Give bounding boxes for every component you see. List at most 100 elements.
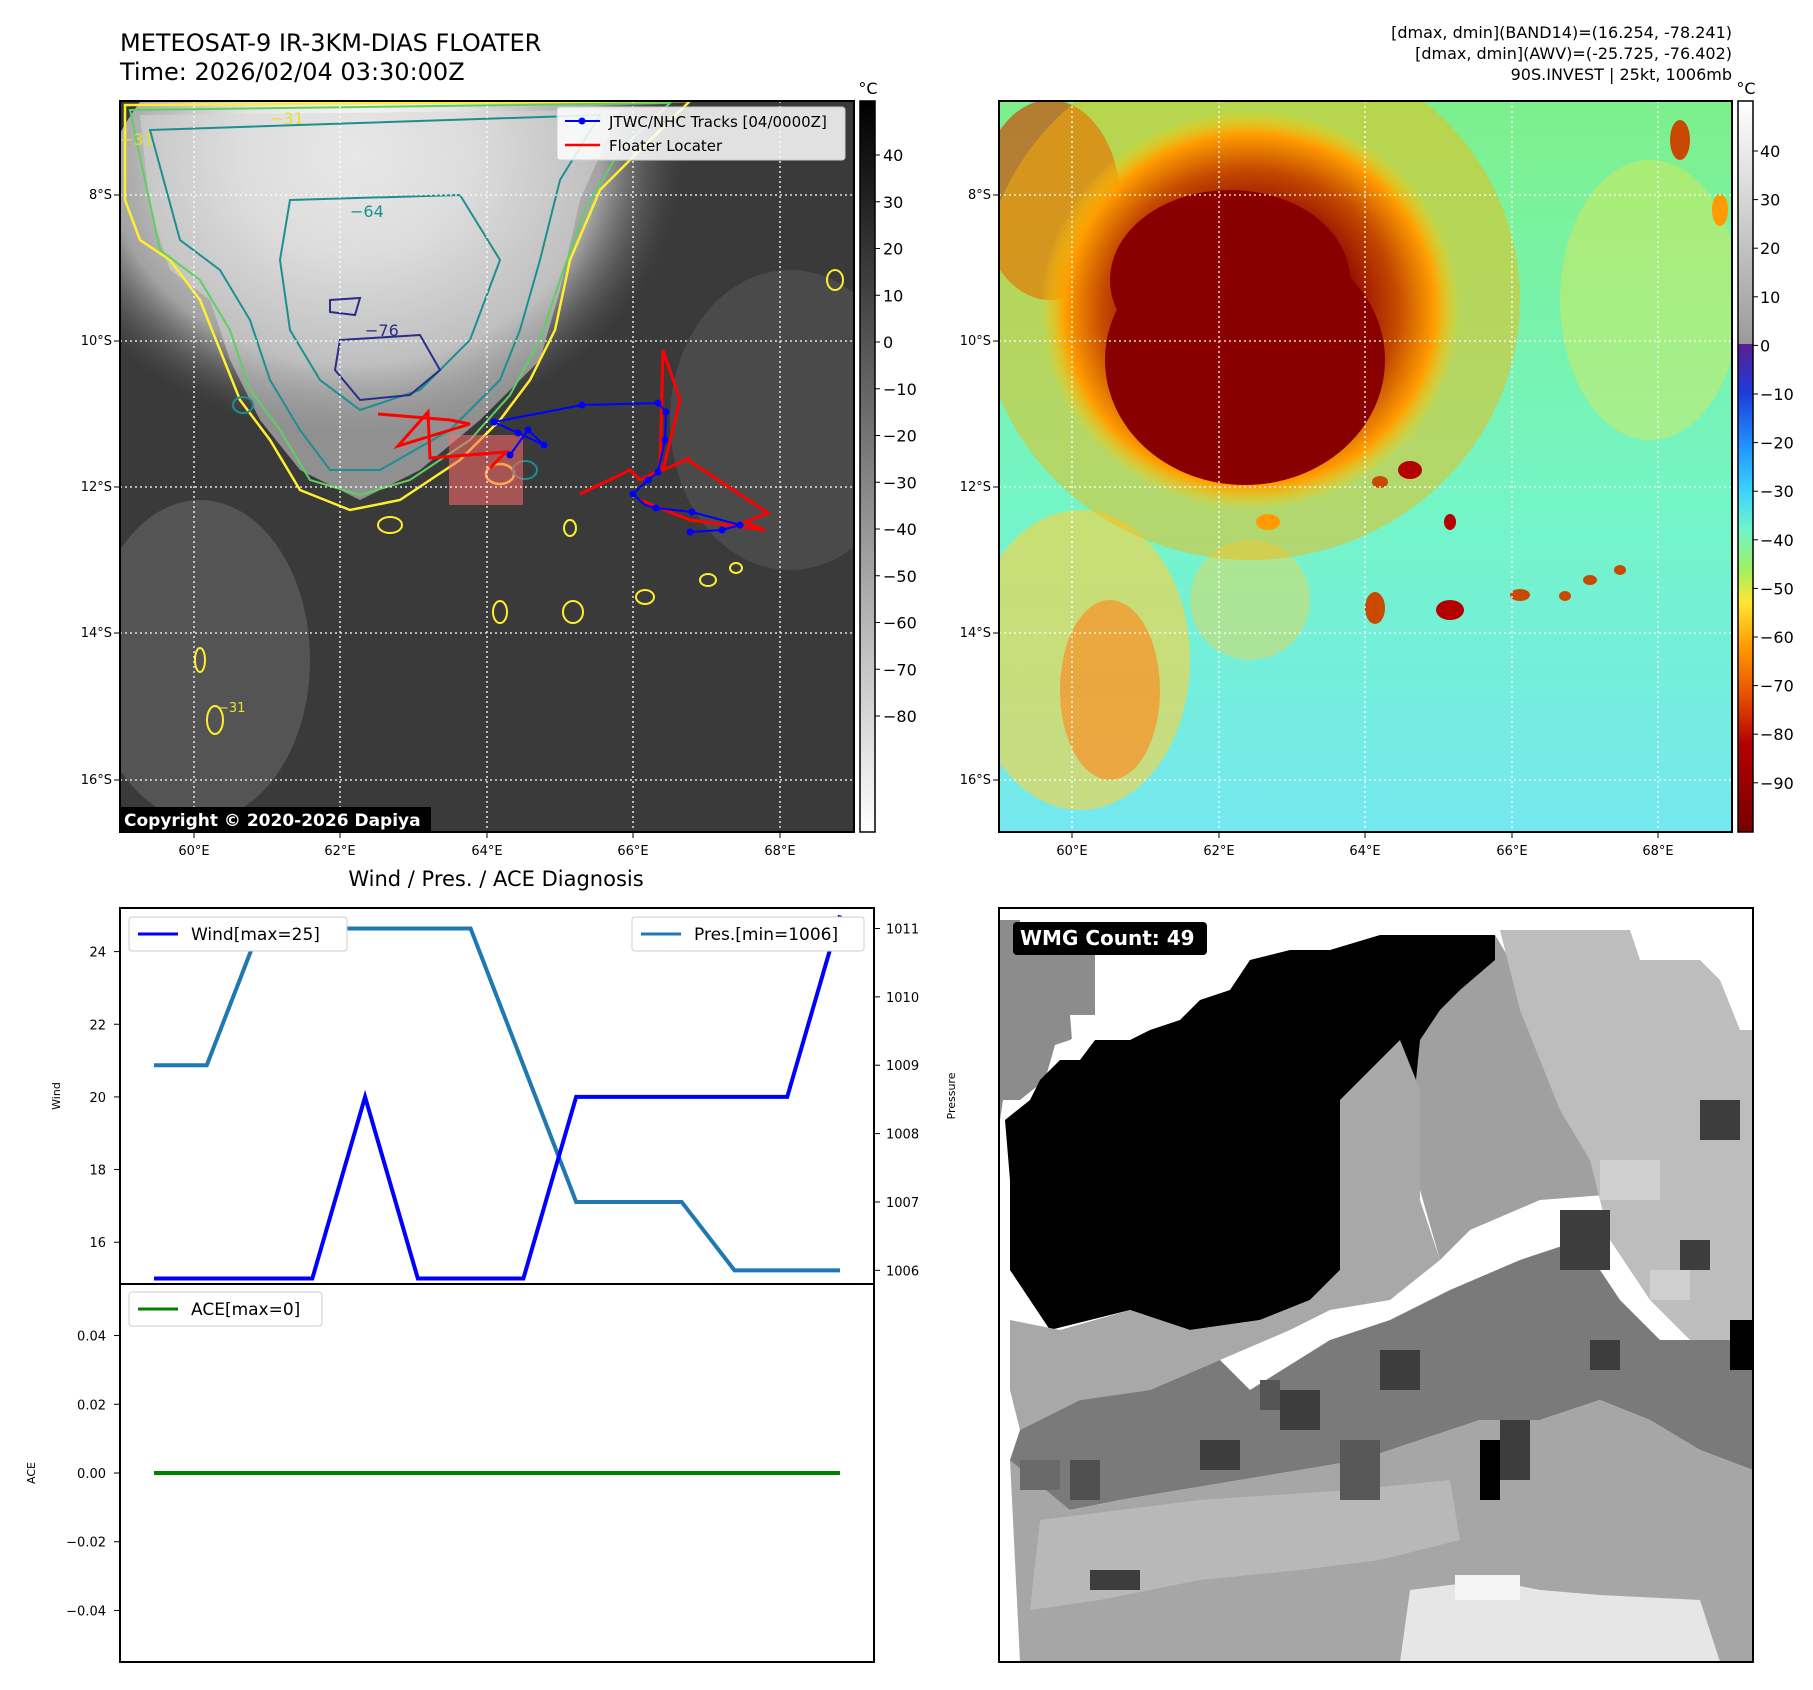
- colorbar-tick-label: −20: [883, 427, 917, 446]
- x-tick-label: 64°E: [471, 844, 502, 859]
- colorbar-tick-label: 20: [1760, 239, 1780, 258]
- y-tick-label: 16°S: [960, 773, 991, 788]
- pressure-tick-label: 1011: [886, 923, 919, 938]
- pressure-tick-label: 1010: [886, 991, 919, 1006]
- x-tick-label: 68°E: [1642, 844, 1673, 859]
- x-tick-label: 66°E: [1496, 844, 1527, 859]
- legend-ace: ACE[max=0]: [191, 1300, 300, 1320]
- colorbar-tick-label: −50: [883, 567, 917, 586]
- colorbar-tick-label: 10: [1760, 288, 1780, 307]
- contour-label: −31: [120, 130, 154, 149]
- x-tick-label: 68°E: [764, 844, 795, 859]
- ir-grayscale-panel: −31 −31 −64 −76 −31 JTWC/NHC Tracks [04/…: [81, 79, 917, 859]
- wind-pressure-panel: Wind Pressure 24 22 20 18 16 1011 1010 1009 100…: [50, 907, 958, 1285]
- colorbar-tick-label: −70: [883, 660, 917, 679]
- y-tick-label: 12°S: [960, 480, 991, 495]
- wind-tick-label: 24: [89, 946, 106, 961]
- x-tick-label: 62°E: [1203, 844, 1234, 859]
- wind-legend: Wind[max=25]: [128, 916, 348, 952]
- colorbar-tick-label: 40: [1760, 142, 1780, 161]
- ace-tick-label: 0.04: [77, 1330, 106, 1345]
- y-tick-label: 14°S: [81, 626, 112, 641]
- colorbar-tick-label: −60: [883, 614, 917, 633]
- copyright-badge: Copyright © 2020-2026 Dapiya: [124, 811, 421, 831]
- colorbar-tick-label: −40: [883, 520, 917, 539]
- wind-axis-label: Wind: [50, 1082, 63, 1110]
- colorbar-grayscale: °C 40 30 20 10 0 −10 −20 −30 −40 −50 −60 −70 −80: [858, 79, 917, 833]
- colorbar-tick-label: 30: [883, 193, 903, 212]
- legend-wind: Wind[max=25]: [191, 925, 320, 945]
- panel1-x-ticks: 60°E 62°E 64°E 66°E 68°E: [178, 832, 796, 859]
- ace-axis-label: ACE: [25, 1462, 38, 1484]
- wind-tick-label: 16: [89, 1236, 106, 1251]
- wmg-count-label: WMG Count: 49: [1020, 926, 1195, 950]
- colorbar-tick-label: −70: [1760, 677, 1794, 696]
- colorbar-tick-label: −80: [883, 707, 917, 726]
- y-tick-label: 8°S: [968, 188, 991, 203]
- colorbar-tick-label: −50: [1760, 579, 1794, 598]
- y-tick-label: 8°S: [89, 188, 112, 203]
- legend-floater-locater: Floater Locater: [609, 137, 723, 155]
- wind-tick-label: 22: [89, 1018, 106, 1033]
- contour-label: −64: [350, 202, 384, 221]
- colorbar-tick-label: −10: [883, 380, 917, 399]
- colorbar-tick-label: 40: [883, 146, 903, 165]
- ace-tick-label: 0.00: [77, 1467, 106, 1482]
- contour-label: −76: [365, 321, 399, 340]
- x-tick-label: 64°E: [1349, 844, 1380, 859]
- x-tick-label: 66°E: [617, 844, 648, 859]
- y-tick-label: 10°S: [960, 334, 991, 349]
- ace-tick-label: −0.02: [66, 1536, 106, 1551]
- contour-label: −31: [218, 701, 245, 716]
- pressure-tick-label: 1006: [886, 1264, 919, 1279]
- colorbar-tick-label: −90: [1760, 774, 1794, 793]
- colorbar-tick-label: −30: [1760, 482, 1794, 501]
- panel1-y-ticks: 8°S 10°S 12°S 14°S 16°S: [81, 188, 120, 788]
- ace-tick-label: −0.04: [66, 1604, 106, 1619]
- legend-pressure: Pres.[min=1006]: [694, 925, 838, 945]
- wind-series-line: [154, 914, 842, 1281]
- figure-title: METEOSAT-9 IR-3KM-DIAS FLOATER: [120, 29, 541, 57]
- track-legend: JTWC/NHC Tracks [04/0000Z] Floater Locat…: [556, 106, 846, 161]
- pressure-legend: Pres.[min=1006]: [631, 916, 865, 952]
- panel2-x-ticks: 60°E 62°E 64°E 66°E 68°E: [1056, 832, 1674, 859]
- stats-awv: [dmax, dmin](AWV)=(-25.725, -76.402): [1415, 44, 1732, 63]
- stats-band14: [dmax, dmin](BAND14)=(16.254, -78.241): [1391, 23, 1732, 42]
- y-tick-label: 12°S: [81, 480, 112, 495]
- pressure-tick-label: 1008: [886, 1128, 919, 1143]
- pressure-tick-label: 1007: [886, 1196, 919, 1211]
- pressure-tick-label: 1009: [886, 1059, 919, 1074]
- colorbar-tick-label: −10: [1760, 385, 1794, 404]
- diagnosis-title: Wind / Pres. / ACE Diagnosis: [348, 867, 643, 891]
- colorbar-tick-label: 0: [883, 333, 893, 352]
- colorbar-tick-label: −80: [1760, 725, 1794, 744]
- y-tick-label: 10°S: [81, 334, 112, 349]
- figure-time: Time: 2026/02/04 03:30:00Z: [119, 58, 465, 86]
- panel2-y-ticks: 8°S 10°S 12°S 14°S 16°S: [960, 188, 999, 788]
- colorbar-tick-label: −20: [1760, 434, 1794, 453]
- stats-storm: 90S.INVEST | 25kt, 1006mb: [1511, 65, 1732, 84]
- y-tick-label: 14°S: [960, 626, 991, 641]
- colorbar-tick-label: 0: [1760, 336, 1770, 355]
- wind-tick-label: 18: [89, 1164, 106, 1179]
- ace-legend: ACE[max=0]: [128, 1291, 323, 1327]
- colorbar-tick-label: 10: [883, 286, 903, 305]
- y-tick-label: 16°S: [81, 773, 112, 788]
- wind-tick-label: 20: [89, 1091, 106, 1106]
- x-tick-label: 62°E: [324, 844, 355, 859]
- colorbar-tick-label: 30: [1760, 191, 1780, 210]
- legend-jtwc-tracks: JTWC/NHC Tracks [04/0000Z]: [608, 113, 827, 131]
- colorbar-unit: °C: [1736, 79, 1755, 98]
- x-tick-label: 60°E: [178, 844, 209, 859]
- ace-panel: ACE 0.04 0.02 0.00 −0.02 −0.04 ACE[max=0]: [25, 1283, 875, 1663]
- colorbar-unit: °C: [858, 79, 877, 98]
- colorbar-tick-label: −30: [883, 473, 917, 492]
- colorbar-tick-label: −40: [1760, 531, 1794, 550]
- x-tick-label: 60°E: [1056, 844, 1087, 859]
- ace-tick-label: 0.02: [77, 1398, 106, 1413]
- ir-colour-panel: 60°E 62°E 64°E 66°E 68°E 8°S 10°S 12°S 1…: [960, 79, 1794, 859]
- pressure-axis-label: Pressure: [945, 1072, 958, 1119]
- colorbar-tick-label: 20: [883, 240, 903, 259]
- wmg-panel: WMG Count: 49: [998, 907, 1754, 1663]
